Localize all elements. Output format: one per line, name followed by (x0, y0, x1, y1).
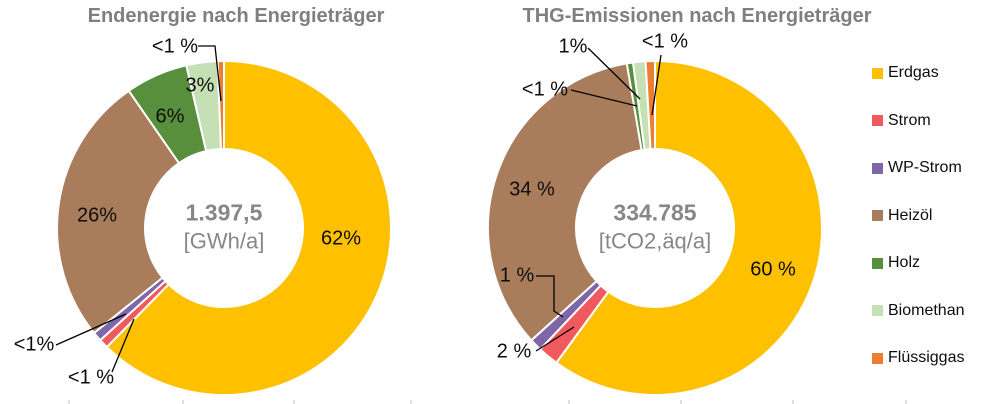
slice-label-endenergie-flüssiggas: <1 % (151, 35, 199, 58)
center-total-thg: 334.785 [tCO2,äq/a] (599, 200, 712, 255)
slice-label-endenergie-holz: 6% (155, 105, 185, 128)
legend-label: Biomethan (888, 301, 965, 319)
leader-line-thg-flüssiggas (651, 54, 662, 116)
leader-line-endenergie-strom (111, 318, 135, 373)
leader-line-endenergie-flüssiggas (198, 45, 222, 102)
crop-artifact-tick (792, 400, 794, 404)
slice-label-thg-wp-strom: 1 % (499, 264, 535, 287)
legend-label: Heizöl (888, 206, 933, 224)
donut-slice-thg-flüssiggas (644, 60, 656, 151)
center-total-unit: [tCO2,äq/a] (598, 228, 712, 254)
legend-swatch-biomethan (872, 305, 883, 316)
leader-line-thg-wp-strom (536, 275, 564, 318)
donut-slice-thg-heizöl (487, 62, 643, 342)
legend-item-strom: Strom (872, 112, 931, 130)
crop-artifact-tick (410, 400, 412, 404)
center-total-unit: [GWh/a] (183, 228, 265, 254)
crop-artifact-tick (680, 400, 682, 404)
chart-title-endenergie: Endenergie nach Energieträger (87, 5, 385, 27)
slice-label-thg-strom: 2 % (496, 340, 532, 363)
legend-swatch-holz (872, 257, 883, 269)
slice-label-endenergie-biomethan: 3% (185, 74, 215, 97)
slice-label-thg-erdgas: 60 % (750, 258, 796, 281)
leader-line-thg-holz (570, 89, 638, 107)
slice-label-endenergie-strom: <1 % (67, 366, 115, 389)
legend-swatch-flüssiggas (872, 352, 883, 364)
slice-label-endenergie-heizöl: 26% (76, 204, 118, 227)
legend-label: Flüssiggas (888, 349, 965, 366)
legend-label: Erdgas (888, 64, 939, 81)
center-total-value: 334.785 (613, 199, 697, 226)
legend-item-holz: Holz (872, 254, 920, 272)
legend-swatch-heizöl (872, 210, 883, 221)
slice-label-endenergie-erdgas: 62% (320, 227, 362, 250)
chart-title-thg: THG-Emissionen nach Energieträger (522, 5, 872, 27)
donut-slice-endenergie-heizöl (56, 89, 180, 334)
legend-label: Strom (888, 111, 931, 129)
legend-swatch-erdgas (872, 67, 883, 79)
crop-artifact-tick (905, 400, 907, 404)
legend-swatch-strom (872, 115, 883, 126)
legend-label: Holz (888, 254, 921, 271)
center-total-value: 1.397,5 (185, 199, 263, 226)
crop-artifact-tick (293, 400, 295, 404)
slice-label-endenergie-wp-strom: <1% (13, 333, 55, 356)
slice-label-thg-holz: <1 % (521, 78, 569, 101)
legend-item-flüssiggas: Flüssiggas (872, 349, 964, 367)
leader-line-endenergie-wp-strom (55, 313, 127, 346)
legend-item-heizöl: Heizöl (872, 207, 932, 225)
legend-item-wp-strom: WP-Strom (872, 159, 962, 177)
legend-swatch-wp-strom (872, 162, 883, 174)
legend-item-biomethan: Biomethan (872, 302, 965, 320)
leader-line-thg-biomethan (587, 47, 641, 100)
legend-item-erdgas: Erdgas (872, 64, 939, 82)
center-total-endenergie: 1.397,5 [GWh/a] (184, 200, 265, 255)
crop-artifact-tick (568, 400, 570, 404)
legend-label: WP-Strom (888, 159, 962, 176)
donut-slice-thg-erdgas (555, 60, 823, 396)
slice-label-thg-flüssiggas: <1 % (641, 30, 689, 53)
slice-label-thg-biomethan: 1% (558, 35, 588, 58)
slice-label-thg-heizöl: 34 % (509, 178, 555, 201)
leader-line-thg-strom (535, 326, 575, 352)
donut-slice-endenergie-erdgas (105, 60, 392, 396)
crop-artifact-tick (182, 400, 184, 404)
crop-artifact-tick (68, 400, 70, 404)
